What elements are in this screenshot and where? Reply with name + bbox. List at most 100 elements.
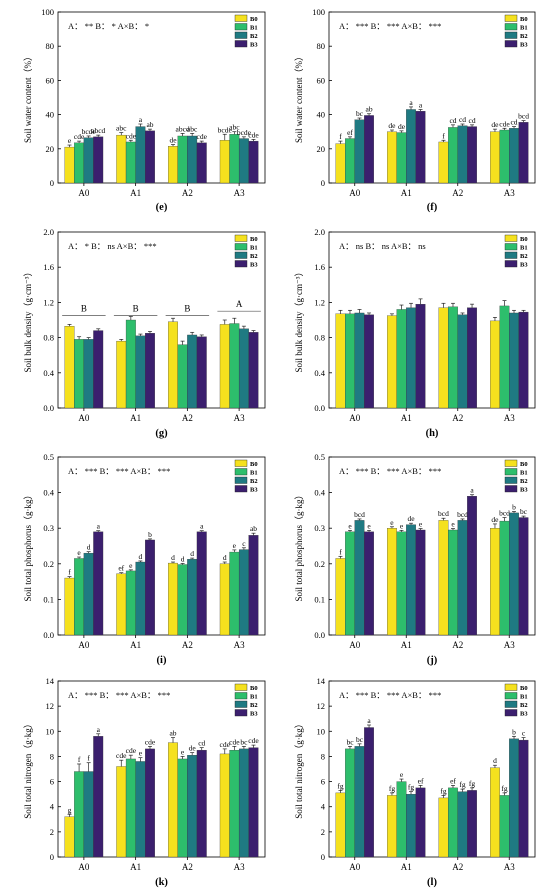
bar-b1-a3 xyxy=(229,323,240,409)
panel-label: (f) xyxy=(427,202,438,213)
significance-letter: cd xyxy=(449,116,456,125)
significance-letter: fg xyxy=(389,784,395,793)
y-tick-label: 0.0 xyxy=(43,403,54,413)
legend-swatch-b1 xyxy=(504,23,518,31)
legend-swatch-b0 xyxy=(234,683,248,691)
group-letter: B xyxy=(133,304,139,314)
legend-swatch-b3 xyxy=(504,40,518,48)
significance-letter: a xyxy=(200,522,204,531)
bar-b1-a0 xyxy=(345,748,355,858)
y-tick-label: 0.8 xyxy=(314,333,325,343)
bar-b1-a3 xyxy=(499,305,510,409)
significance-letter: d xyxy=(223,553,227,562)
legend-swatch-b1 xyxy=(234,243,248,251)
bar-b0-a1 xyxy=(387,315,397,409)
bar-b3-a3 xyxy=(248,747,259,858)
significance-letter: cde xyxy=(248,736,259,745)
bar-b3-a0 xyxy=(93,330,104,409)
bar-b2-a3 xyxy=(509,738,519,858)
bar-b0-a3 xyxy=(490,131,500,184)
significance-label: A： * B： ns A×B： *** xyxy=(68,241,157,251)
y-axis-label: Soil bulk density（g·cm⁻³） xyxy=(294,268,304,373)
y-tick-label: 10 xyxy=(46,726,55,736)
y-tick-label: 1.6 xyxy=(43,262,54,272)
x-tick-label: A1 xyxy=(130,188,141,198)
y-axis-label: Soil bulk density（g·cm⁻³） xyxy=(23,268,33,373)
bar-b2-a0 xyxy=(354,312,365,409)
bar-b1-a3 xyxy=(229,134,240,184)
significance-letter: e xyxy=(451,520,455,529)
significance-label: A： *** B： *** A×B： *** xyxy=(339,21,441,31)
bar-b3-a3 xyxy=(248,332,259,409)
bar-b2-a3 xyxy=(509,512,519,636)
x-tick-label: A1 xyxy=(401,640,412,650)
group-letter: B xyxy=(184,304,190,314)
bar-b0-a3 xyxy=(219,324,230,409)
significance-letter: bcd xyxy=(438,509,449,518)
legend-label-b0: B0 xyxy=(520,236,528,243)
legend-label-b3: B3 xyxy=(250,711,258,718)
y-axis-label: Soil total phosphorus（g·kg） xyxy=(23,490,33,601)
legend-swatch-b3 xyxy=(234,260,248,268)
significance-letter: a xyxy=(470,486,474,495)
panel-label: (g) xyxy=(155,428,168,439)
significance-letter: e xyxy=(348,521,352,530)
significance-letter: de xyxy=(169,136,177,145)
panel-i: 0.0 0.1 0.2 0.3 0.4 0.5 Soil total phosphorus（… xyxy=(23,452,266,666)
panel-label: (l) xyxy=(427,877,437,888)
bar-b2-a2 xyxy=(457,314,468,409)
significance-letter: bc xyxy=(240,737,248,746)
significance-letter: de xyxy=(491,120,499,129)
significance-letter: bcd xyxy=(457,510,468,519)
legend-swatch-b1 xyxy=(504,468,518,476)
bar-b3-a1 xyxy=(415,304,426,409)
legend-swatch-b3 xyxy=(504,709,518,717)
y-tick-label: 60 xyxy=(317,75,326,85)
bar-b0-a2 xyxy=(168,562,178,636)
legend-label-b1: B1 xyxy=(250,25,258,32)
legend-label-b0: B0 xyxy=(520,16,528,23)
bar-b3-a2 xyxy=(467,126,477,184)
x-tick-label: A1 xyxy=(130,640,141,650)
significance-letter: abcd xyxy=(91,126,105,135)
bar-b1-a1 xyxy=(396,531,407,636)
x-tick-label: A0 xyxy=(78,640,89,650)
y-tick-label: 0.1 xyxy=(314,594,325,604)
significance-letter: bcde xyxy=(218,125,233,134)
bar-b0-a2 xyxy=(438,141,449,184)
legend-label-b3: B3 xyxy=(520,711,528,718)
significance-letter: cde xyxy=(220,740,231,749)
significance-letter: cde xyxy=(126,131,137,140)
significance-letter: ab xyxy=(169,729,176,738)
bar-b0-a2 xyxy=(168,321,178,409)
bar-b0-a0 xyxy=(64,146,75,184)
bar-b1-a3 xyxy=(229,551,240,636)
bar-b1-a0 xyxy=(74,339,85,409)
x-tick-label: A0 xyxy=(78,413,89,423)
significance-letter: b xyxy=(512,727,516,736)
significance-letter: bcde xyxy=(82,127,97,136)
bar-b2-a1 xyxy=(135,126,146,184)
legend-label-b1: B1 xyxy=(520,694,528,701)
significance-letter: a xyxy=(419,100,423,109)
bar-b1-a1 xyxy=(396,781,407,858)
bar-b3-a0 xyxy=(93,136,104,184)
legend-label-b2: B2 xyxy=(250,702,258,709)
legend-swatch-b1 xyxy=(234,468,248,476)
significance-letter: cd xyxy=(510,118,517,127)
panel-label: (h) xyxy=(426,428,439,439)
legend-swatch-b0 xyxy=(504,234,518,242)
x-tick-label: A3 xyxy=(234,862,245,872)
bar-b2-a1 xyxy=(406,793,416,858)
bar-b3-a3 xyxy=(518,122,529,184)
significance-letter: a xyxy=(367,716,371,725)
significance-letter: abc xyxy=(116,124,127,133)
bar-b3-a1 xyxy=(145,539,155,636)
significance-letter: c xyxy=(522,729,526,738)
significance-letter: fg xyxy=(469,779,475,788)
significance-letter: a xyxy=(97,522,101,531)
bar-b1-a1 xyxy=(125,141,136,184)
bar-b0-a1 xyxy=(387,131,397,184)
x-tick-label: A0 xyxy=(78,188,89,198)
